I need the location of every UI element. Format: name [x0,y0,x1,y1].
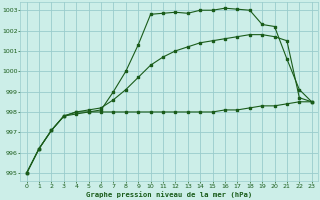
X-axis label: Graphe pression niveau de la mer (hPa): Graphe pression niveau de la mer (hPa) [86,191,252,198]
